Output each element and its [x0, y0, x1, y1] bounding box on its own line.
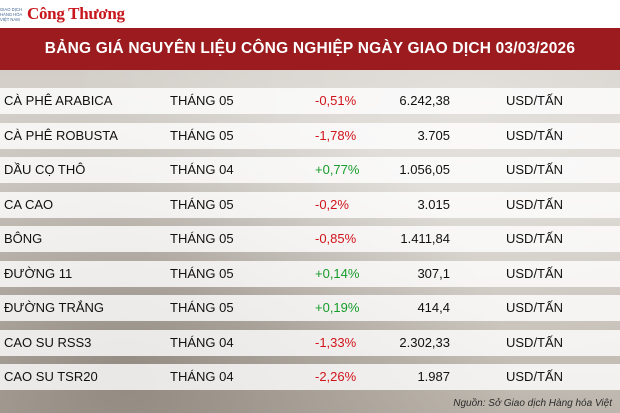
price-change: -0,85%: [315, 231, 357, 246]
table-row: DẦU CỌ THÔ THÁNG 04 +0,77% 1.056,05 USD/TẤN: [0, 157, 620, 183]
commodity-name: CÀ PHÊ ARABICA: [4, 93, 113, 108]
price-change: -0,2%: [315, 196, 349, 212]
price-change: -1,33%: [315, 334, 357, 350]
brand-bar: GIAO DỊCH HÀNG HÓA VIỆT NAM Công Thương: [0, 0, 620, 28]
contract-month: THÁNG 05: [170, 231, 234, 246]
page-title: BẢNG GIÁ NGUYÊN LIỆU CÔNG NGHIỆP NGÀY GI…: [44, 40, 576, 57]
brand-tagline: GIAO DỊCH HÀNG HÓA VIỆT NAM: [0, 6, 23, 22]
commodity-name: CÀ PHÊ ROBUSTA: [4, 127, 118, 143]
price-change: +0,19%: [315, 300, 360, 315]
commodity-name: ĐƯỜNG 11: [4, 265, 73, 281]
commodity-name: CAO SU RSS3: [4, 334, 92, 350]
price-value: 2.302,33: [399, 334, 450, 350]
contract-month: THÁNG 04: [170, 162, 234, 177]
price-value: 1.056,05: [399, 162, 450, 177]
price-change: -1,78%: [315, 127, 357, 143]
table-row: ĐƯỜNG TRẮNG THÁNG 05 +0,19% 414,4 USD/TẤN: [0, 295, 620, 321]
price-unit: USD/TẤN: [506, 93, 564, 108]
table-row: CAO SU RSS3 THÁNG 04 -1,33% 2.302,33 USD/TẤN: [0, 329, 620, 356]
price-value: 3.015: [417, 196, 450, 212]
source-note: Nguồn: Sở Giao dịch Hàng hóa Việt: [453, 398, 612, 409]
commodity-name: CAO SU TSR20: [4, 369, 98, 384]
commodity-name: CA CAO: [4, 196, 54, 212]
table-row: ĐƯỜNG 11 THÁNG 05 +0,14% 307,1 USD/TẤN: [0, 260, 620, 287]
table-row: BÔNG THÁNG 05 -0,85% 1.411,84 USD/TẤN: [0, 226, 620, 252]
price-unit: USD/TẤN: [506, 369, 564, 384]
commodity-name: DẦU CỌ THÔ: [4, 162, 86, 177]
table-row: CAO SU TSR20 THÁNG 04 -2,26% 1.987 USD/TẤN: [0, 364, 620, 390]
price-unit: USD/TẤN: [506, 334, 564, 350]
price-value: 3.705: [417, 127, 450, 143]
table-row: CÀ PHÊ ROBUSTA THÁNG 05 -1,78% 3.705 USD/TẤN: [0, 122, 620, 149]
contract-month: THÁNG 05: [170, 265, 234, 281]
price-unit: USD/TẤN: [506, 162, 564, 177]
price-change: -0,51%: [315, 93, 357, 108]
contract-month: THÁNG 05: [170, 127, 234, 143]
commodity-name: BÔNG: [4, 231, 43, 246]
price-unit: USD/TẤN: [506, 265, 564, 281]
contract-month: THÁNG 04: [170, 334, 234, 350]
contract-month: THÁNG 05: [170, 196, 234, 212]
table-row: CA CAO THÁNG 05 -0,2% 3.015 USD/TẤN: [0, 191, 620, 218]
price-unit: USD/TẤN: [506, 196, 564, 212]
price-value: 414,4: [417, 300, 450, 315]
title-banner: BẢNG GIÁ NGUYÊN LIỆU CÔNG NGHIỆP NGÀY GI…: [0, 28, 620, 70]
price-unit: USD/TẤN: [506, 300, 564, 315]
price-change: +0,14%: [315, 265, 360, 281]
price-value: 6.242,38: [399, 93, 450, 108]
price-value: 307,1: [417, 265, 450, 281]
contract-month: THÁNG 04: [170, 369, 234, 384]
price-unit: USD/TẤN: [506, 127, 564, 143]
price-value: 1.987: [417, 369, 450, 384]
price-change: -2,26%: [315, 369, 357, 384]
brand-name: Công Thương: [27, 4, 125, 23]
price-table: CÀ PHÊ ARABICA THÁNG 05 -0,51% 6.242,38 USD/…: [0, 88, 620, 399]
commodity-name: ĐƯỜNG TRẮNG: [4, 300, 105, 315]
price-value: 1.411,84: [400, 231, 450, 246]
contract-month: THÁNG 05: [170, 93, 234, 108]
brand-logo: GIAO DỊCH HÀNG HÓA VIỆT NAM Công Thương: [0, 3, 125, 25]
price-change: +0,77%: [315, 162, 360, 177]
price-unit: USD/TẤN: [506, 231, 564, 246]
table-row: CÀ PHÊ ARABICA THÁNG 05 -0,51% 6.242,38 USD/…: [0, 88, 620, 114]
contract-month: THÁNG 05: [170, 300, 234, 315]
